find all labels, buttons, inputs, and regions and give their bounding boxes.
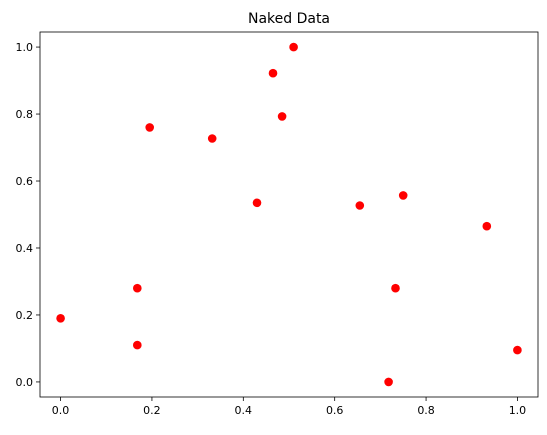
x-tick-label: 0.6	[326, 404, 344, 417]
data-point	[56, 314, 65, 323]
y-tick-label: 0.2	[16, 309, 34, 322]
y-tick-label: 0.8	[16, 108, 34, 121]
y-tick-label: 0.4	[16, 242, 34, 255]
data-point	[145, 123, 154, 132]
x-tick-label: 0.2	[143, 404, 161, 417]
x-tick-label: 0.8	[417, 404, 435, 417]
x-axis: 0.0 0.2 0.4 0.6 0.8 1.0	[52, 397, 526, 417]
data-point	[513, 345, 522, 355]
data-point	[391, 283, 400, 293]
data-point	[398, 191, 408, 200]
y-axis: 0.0 0.2 0.4 0.6 0.8 1.0	[16, 41, 40, 389]
x-tick-label: 0.0	[52, 404, 70, 417]
data-point	[384, 377, 393, 387]
plot-area	[56, 42, 522, 387]
y-tick-label: 0.6	[16, 175, 34, 188]
data-point	[355, 201, 365, 210]
chart-title: Naked Data	[248, 11, 330, 27]
x-tick-label: 0.4	[235, 404, 253, 417]
x-tick-label: 1.0	[509, 404, 527, 417]
data-point	[133, 340, 142, 350]
y-tick-label: 0.0	[16, 376, 34, 389]
data-point	[289, 42, 298, 52]
data-point	[268, 68, 278, 78]
data-point	[133, 283, 142, 293]
data-point	[252, 198, 262, 208]
y-tick-label: 1.0	[16, 41, 34, 54]
axes-frame	[39, 31, 539, 398]
data-point	[482, 221, 492, 231]
data-point	[277, 112, 287, 121]
data-point	[207, 134, 217, 143]
